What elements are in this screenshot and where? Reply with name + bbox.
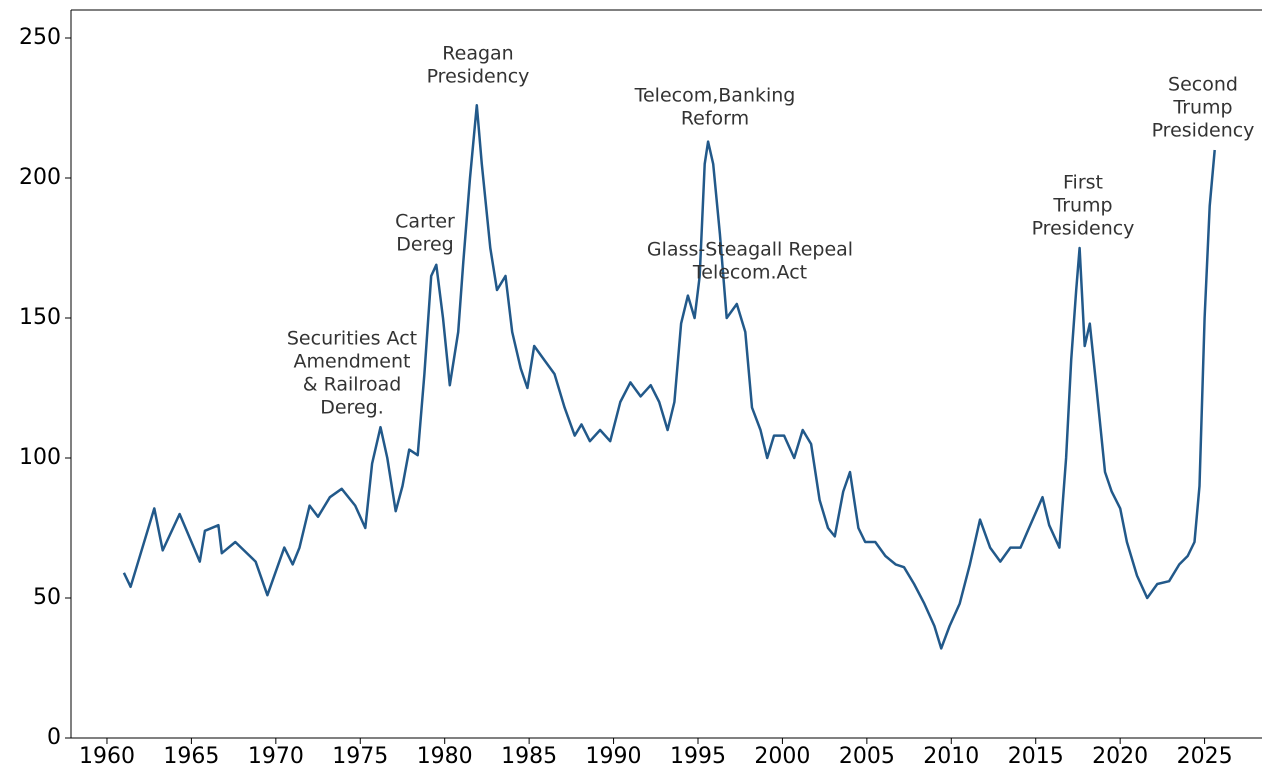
annotation: Reagan: [442, 43, 513, 65]
annotation: Amendment: [294, 351, 411, 373]
annotation: & Railroad: [303, 374, 402, 396]
x-tick-label: 2010: [923, 744, 979, 769]
annotation: Trump: [1172, 97, 1232, 119]
annotation: Second: [1168, 74, 1238, 96]
y-tick-label: 0: [47, 725, 61, 750]
annotation: Carter: [395, 211, 455, 233]
x-tick-label: 1995: [670, 744, 726, 769]
series-line: [122, 103, 1216, 650]
x-tick-label: 2005: [839, 744, 895, 769]
annotation: Securities Act: [287, 328, 417, 350]
annotation: Dereg: [396, 234, 453, 256]
annotation: Presidency: [1152, 120, 1255, 142]
x-tick-label: 1980: [417, 744, 473, 769]
annotation: Trump: [1052, 195, 1112, 217]
annotation: First: [1063, 172, 1103, 194]
y-tick-label: 250: [19, 25, 61, 50]
annotation: Presidency: [427, 66, 530, 88]
annotation: Reform: [681, 108, 749, 130]
x-tick-label: 1960: [79, 744, 135, 769]
annotation: Presidency: [1032, 218, 1135, 240]
annotation: Dereg.: [320, 397, 384, 419]
x-tick-label: 1975: [332, 744, 388, 769]
y-tick-label: 50: [33, 585, 61, 610]
x-tick-label: 1985: [501, 744, 557, 769]
y-tick-label: 100: [19, 445, 61, 470]
x-tick-label: 2020: [1092, 744, 1148, 769]
annotation: Telecom.Act: [692, 262, 807, 284]
x-tick-label: 1990: [586, 744, 642, 769]
x-tick-label: 2000: [754, 744, 810, 769]
annotation: Telecom,Banking: [634, 85, 796, 107]
x-tick-label: 1965: [163, 744, 219, 769]
y-tick-label: 150: [19, 305, 61, 330]
x-tick-label: 1970: [248, 744, 304, 769]
x-tick-label: 2025: [1177, 744, 1233, 769]
annotation: Glass-Steagall Repeal: [647, 239, 853, 261]
x-tick-label: 2015: [1008, 744, 1064, 769]
y-tick-label: 200: [19, 165, 61, 190]
